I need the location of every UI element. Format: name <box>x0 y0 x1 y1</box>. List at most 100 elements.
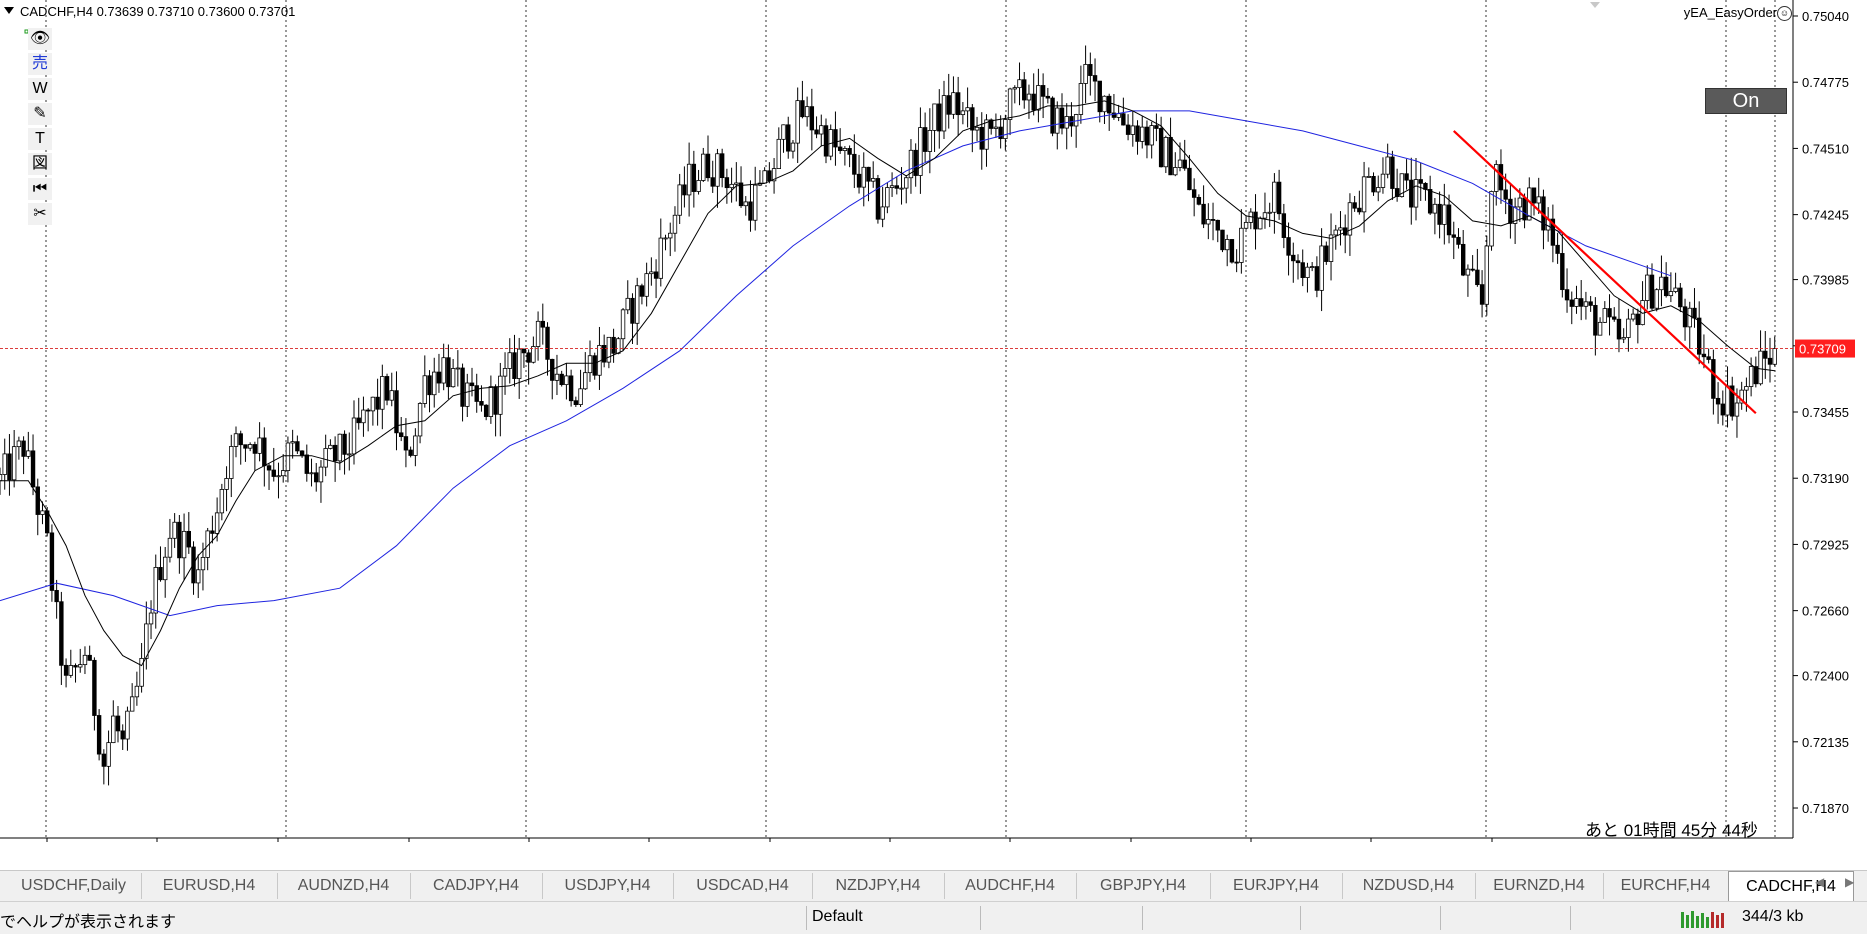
y-tick-label: 0.72660 <box>1802 604 1849 619</box>
symbol-info: CADCHF,H4 0.73639 0.73710 0.73600 0.7370… <box>4 4 295 19</box>
price-chart[interactable]: 0.75040 0.74775 0.74510 0.74245 0.73985 0.737… <box>0 0 1867 842</box>
candle-bear <box>304 454 309 474</box>
candle-bull <box>1630 313 1636 320</box>
candle-bear <box>1475 269 1480 286</box>
candle-bull <box>889 185 895 188</box>
text-icon[interactable]: T <box>28 128 52 150</box>
sell-icon[interactable]: 売 <box>28 53 52 75</box>
candle-bull <box>1673 287 1678 292</box>
tab-cadjpy-h4[interactable]: CADJPY,H4 <box>410 873 543 899</box>
candle-bear <box>1508 198 1513 224</box>
candle-bull <box>172 521 177 539</box>
candle-bull <box>1012 87 1017 90</box>
candle-bear <box>710 177 715 187</box>
candle-bear <box>403 436 409 451</box>
candle-bull <box>1626 318 1631 338</box>
candle-bear <box>54 590 59 603</box>
candle-bull <box>78 664 83 668</box>
scissors-icon[interactable]: ✂ <box>28 203 52 225</box>
ea-on-button[interactable]: On <box>1705 88 1787 114</box>
candle-bear <box>479 401 484 406</box>
candle-bear <box>101 753 107 767</box>
candles-group <box>0 45 1777 786</box>
candle-bull <box>361 409 366 424</box>
candle-bull <box>1484 245 1489 305</box>
candle-bull <box>1413 179 1419 208</box>
tab-eurusd-h4[interactable]: EURUSD,H4 <box>141 873 278 899</box>
candle-bull <box>257 437 262 454</box>
candle-bull <box>663 237 668 240</box>
collapse-triangle-icon[interactable] <box>4 7 14 14</box>
tab-eurjpy-h4[interactable]: EURJPY,H4 <box>1210 873 1343 899</box>
tab-eurnzd-h4[interactable]: EURNZD,H4 <box>1475 873 1604 899</box>
candle-bull <box>535 320 541 347</box>
candle-bull <box>214 512 220 534</box>
tab-scroll-right-icon[interactable]: ▶ <box>1845 875 1855 889</box>
candle-bull <box>181 530 187 559</box>
pencil-icon[interactable]: ✎ <box>28 103 52 125</box>
candle-bull <box>1003 119 1008 140</box>
candle-bull <box>1744 386 1749 391</box>
candle-bull <box>1432 203 1438 214</box>
candle-bull <box>984 119 989 150</box>
w-icon[interactable]: W <box>28 78 52 100</box>
rewind-icon[interactable]: ⏮ <box>28 178 52 200</box>
candle-bull <box>625 297 630 311</box>
candle-bull <box>1239 227 1244 263</box>
candle-bull <box>941 95 947 132</box>
candle-bear <box>809 106 815 131</box>
candle-bull <box>1309 266 1315 268</box>
tab-audnzd-h4[interactable]: AUDNZD,H4 <box>277 873 411 899</box>
tab-gbpjpy-h4[interactable]: GBPJPY,H4 <box>1076 873 1211 899</box>
candle-bull <box>1267 211 1272 214</box>
candle-bull <box>1583 301 1589 307</box>
candle-bull <box>1083 64 1088 84</box>
y-tick-label: 0.73455 <box>1802 405 1849 420</box>
candle-bull <box>1173 167 1178 176</box>
candle-bull <box>1385 156 1390 175</box>
candle-bull <box>1758 350 1763 385</box>
tab-cadchf-h4[interactable]: CADCHF,H4 <box>1728 871 1854 902</box>
candle-bull <box>1574 298 1579 307</box>
candle-bear <box>1357 207 1362 213</box>
status-divider <box>980 906 981 930</box>
tab-eurchf-h4[interactable]: EURCHF,H4 <box>1603 873 1729 899</box>
tab-usdchf-daily[interactable]: USDCHF,Daily <box>6 873 142 899</box>
candle-bear <box>1479 284 1485 305</box>
candle-bull <box>677 184 682 216</box>
candle-bull <box>200 556 206 571</box>
image-icon[interactable]: 図 <box>28 153 52 175</box>
candle-bull <box>1602 308 1607 323</box>
tab-audchf-h4[interactable]: AUDCHF,H4 <box>944 873 1077 899</box>
eye-icon[interactable]: 👁 <box>28 28 52 50</box>
candle-bull <box>965 107 970 112</box>
status-divider <box>1570 906 1571 930</box>
candle-bull <box>1597 321 1603 336</box>
candle-bear <box>1456 236 1461 245</box>
candle-bear <box>568 375 574 402</box>
candle-bear <box>922 127 928 152</box>
y-tick-label: 0.75040 <box>1802 9 1849 24</box>
candle-bear <box>852 153 857 175</box>
candle-bull <box>1465 268 1471 276</box>
tab-usdjpy-h4[interactable]: USDJPY,H4 <box>542 873 674 899</box>
trendline <box>1453 130 1757 415</box>
candle-bear <box>92 659 97 716</box>
chart-area[interactable]: 0.75040 0.74775 0.74510 0.74245 0.73985 0.737… <box>0 0 1867 842</box>
tab-usdcad-h4[interactable]: USDCAD,H4 <box>673 873 813 899</box>
candle-bear <box>639 285 645 297</box>
chart-tab-bar: USDCHF,Daily EURUSD,H4 AUDNZD,H4 CADJPY,H4 U… <box>0 870 1867 902</box>
candle-bear <box>408 449 413 456</box>
candle-bull <box>795 100 800 144</box>
candle-bear <box>342 433 347 455</box>
candle-bull <box>635 285 640 324</box>
candle-bull <box>1739 389 1744 404</box>
y-tick-label: 0.73985 <box>1802 273 1849 288</box>
candle-bull <box>1036 85 1041 111</box>
candle-bear <box>875 178 881 220</box>
tab-scroll-left-icon[interactable]: ◀ <box>1815 875 1825 889</box>
candle-bull <box>125 710 130 740</box>
tab-nzdusd-h4[interactable]: NZDUSD,H4 <box>1342 873 1476 899</box>
candle-bear <box>59 601 64 666</box>
tab-nzdjpy-h4[interactable]: NZDJPY,H4 <box>812 873 945 899</box>
